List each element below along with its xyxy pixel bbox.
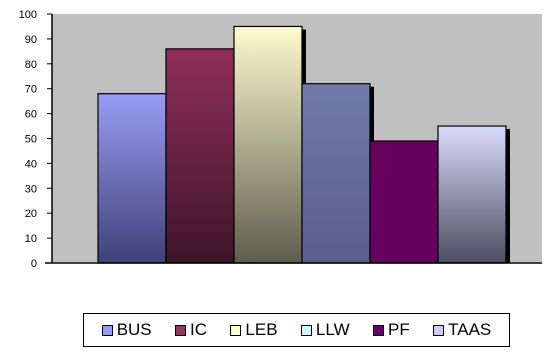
legend-item-leb: LEB xyxy=(230,320,278,340)
legend-item-llw: LLW xyxy=(300,320,350,340)
legend-label: BUS xyxy=(116,320,152,339)
legend-label: TAAS xyxy=(448,320,492,339)
legend-swatch xyxy=(300,324,312,336)
bar-pf xyxy=(369,140,439,264)
legend-label: LEB xyxy=(245,320,278,339)
bars xyxy=(97,25,510,264)
y-tick-label: 80 xyxy=(25,59,37,71)
legend-swatch xyxy=(230,324,242,336)
legend-swatch xyxy=(433,324,445,336)
bar-leb xyxy=(233,25,303,264)
y-tick-label: 30 xyxy=(25,183,37,195)
bar-ic xyxy=(165,48,235,264)
legend-item-taas: TAAS xyxy=(433,320,491,340)
y-tick-label: 50 xyxy=(25,134,37,146)
legend-item-pf: PF xyxy=(373,320,410,340)
legend-label: LLW xyxy=(315,320,350,339)
bar-bus xyxy=(97,93,167,264)
legend: BUS IC LEB LLW PF TAAS xyxy=(83,313,510,347)
y-tick-label: 0 xyxy=(31,258,37,270)
y-tick-label: 10 xyxy=(25,233,37,245)
bar-llw xyxy=(301,83,371,264)
legend-swatch xyxy=(373,324,384,336)
legend-item-ic: IC xyxy=(175,320,207,340)
y-tick-label: 60 xyxy=(25,109,37,121)
y-tick-label: 90 xyxy=(25,34,37,46)
legend-swatch xyxy=(101,324,113,336)
legend-label: IC xyxy=(190,320,208,339)
bar-taas xyxy=(437,125,507,264)
legend-item-bus: BUS xyxy=(101,320,152,340)
y-tick-label: 20 xyxy=(25,208,37,220)
bar-shadow-taas xyxy=(505,129,510,263)
legend-label: PF xyxy=(388,320,410,339)
y-tick-label: 70 xyxy=(25,84,37,96)
y-tick-label: 100 xyxy=(19,9,37,21)
legend-swatch xyxy=(175,324,187,336)
y-ticks: 0 10 20 30 40 50 60 70 80 90 100 xyxy=(19,9,52,270)
y-tick-label: 40 xyxy=(25,158,37,170)
